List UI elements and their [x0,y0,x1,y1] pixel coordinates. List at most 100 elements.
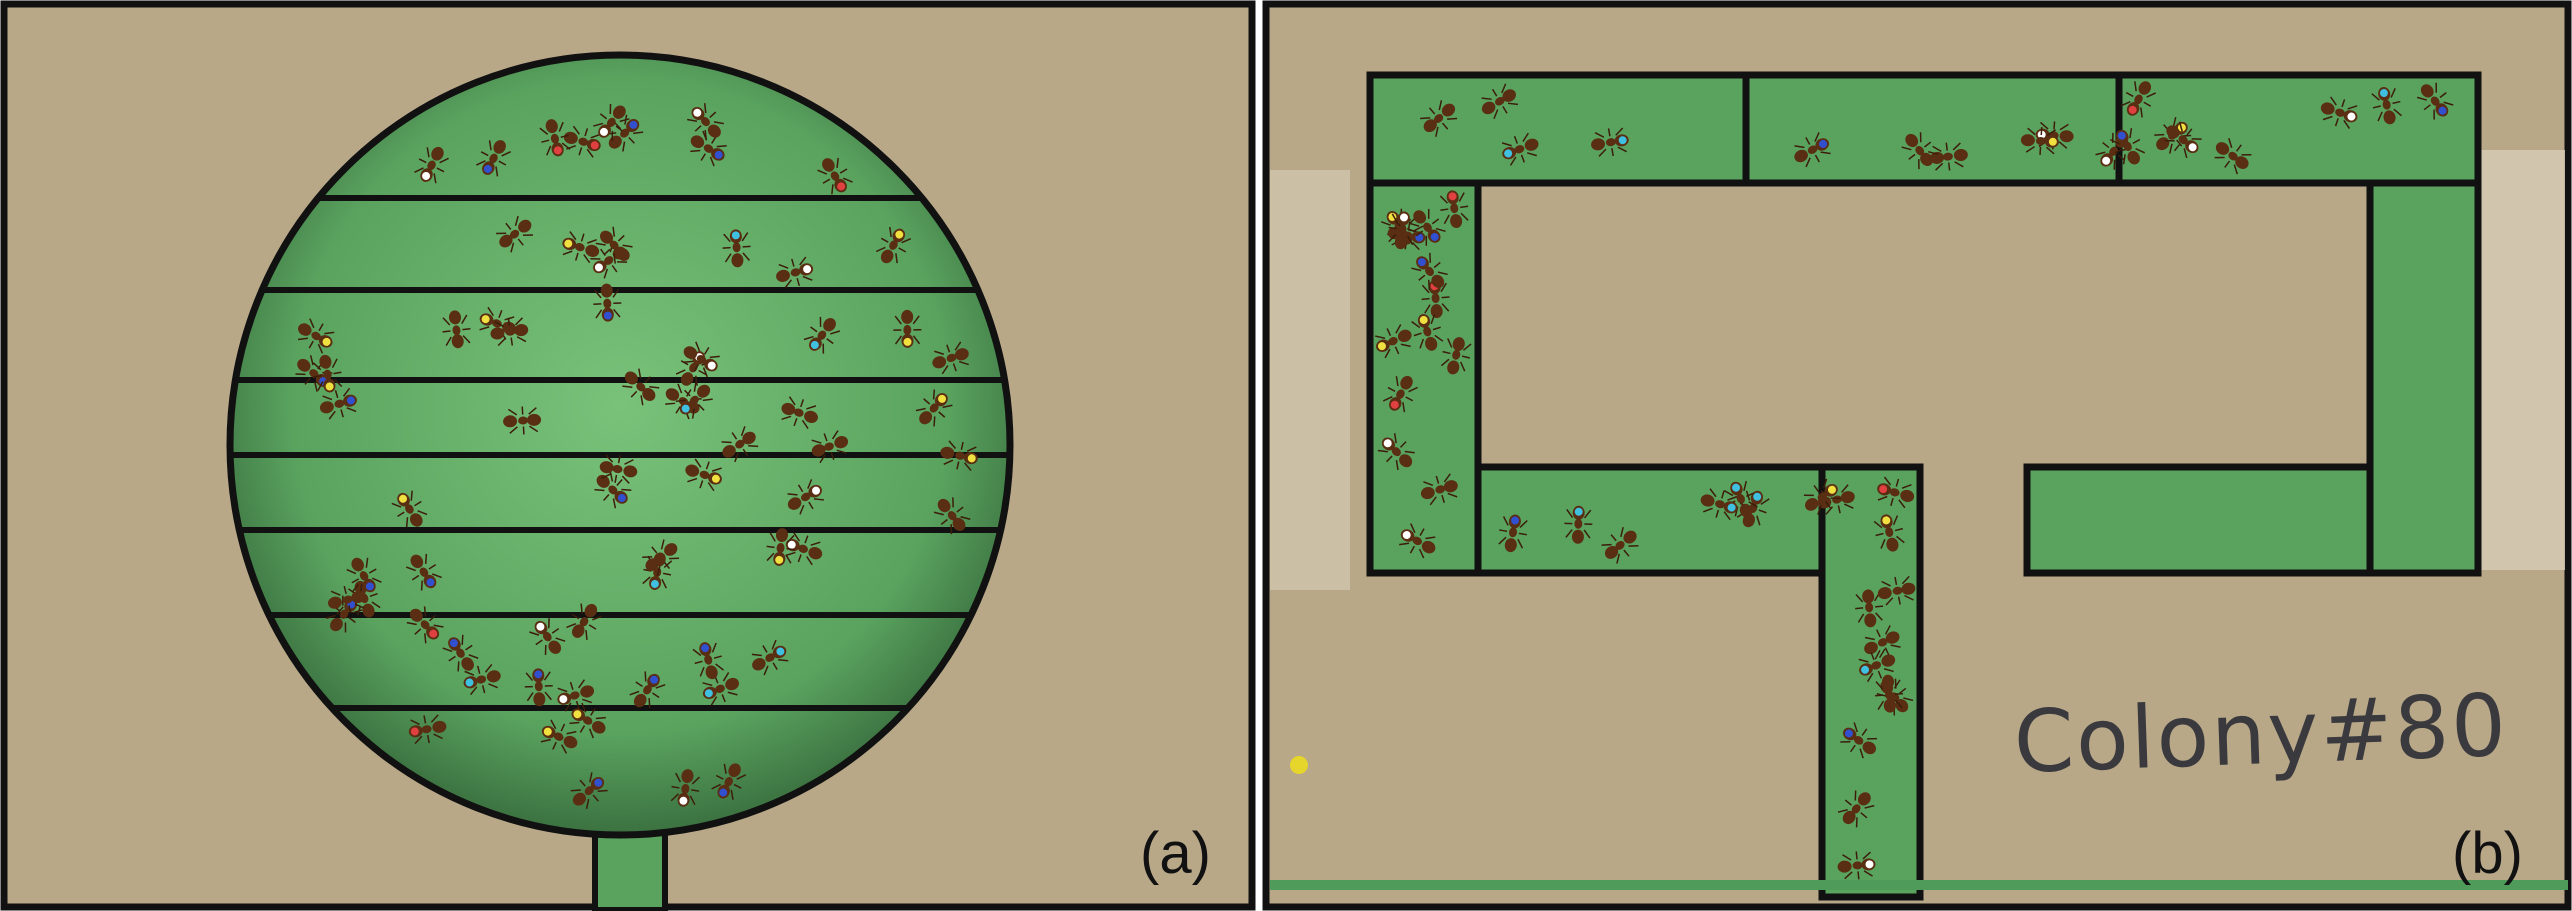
ant [1501,132,1539,166]
corridor-dividers [1742,75,2374,573]
ant [2416,82,2454,120]
ant [785,532,823,566]
ant [414,146,449,184]
ant [476,140,512,177]
ant [1930,142,1968,171]
ant [1382,375,1418,413]
ant [524,668,553,707]
ant [940,440,978,471]
ant [599,454,638,484]
ant [702,672,739,706]
ant [766,528,795,566]
ant [1877,575,1916,606]
ant [557,679,595,712]
ant [406,553,442,591]
ant [1399,523,1436,559]
ant [811,430,849,464]
ant [2214,138,2252,175]
ant [391,490,428,528]
tape-left [1270,170,1350,590]
ant [751,639,789,676]
ant [1700,488,1738,521]
ant [1409,208,1446,246]
ant [1440,337,1472,375]
ant [776,256,814,289]
ant [1864,625,1901,660]
left-corridor [1366,179,1482,577]
circular-chamber [226,51,1014,839]
ant [687,103,724,141]
ant [642,539,680,577]
ant [622,368,660,406]
ant [496,215,533,253]
panel-a-image [0,0,1256,911]
ant [463,663,501,696]
ant [566,603,602,641]
yellow-mark [1290,756,1308,774]
ant [2320,96,2358,129]
ant [685,458,722,492]
panel-label-a: (a) [1140,821,1211,886]
ant [1855,589,1884,628]
corridors [1366,71,2482,901]
ant [1601,527,1639,564]
ants-panel-a [295,103,978,810]
ant [1375,324,1412,359]
ant [781,396,818,429]
handwritten-colony-label: Colony#80 [2012,675,2510,793]
ant [408,714,447,745]
ant [593,103,630,141]
ant [629,671,666,709]
ant [1420,473,1458,506]
panel-a: (a) [0,0,1256,911]
ants-panel-b [1375,81,2454,880]
ant [2120,81,2157,118]
ant [1564,505,1593,544]
ant [817,157,853,195]
ant [692,642,724,680]
ant [1875,674,1904,713]
ant [683,341,720,378]
ant [1840,722,1878,759]
ant [1377,433,1415,471]
ant [803,316,841,354]
ant [2095,132,2132,170]
ant [1481,83,1519,120]
ant [915,389,953,427]
entrance-stem [592,827,668,911]
tape-right [2480,150,2565,570]
ant [670,769,700,807]
panel-label-b: (b) [2452,821,2523,886]
ant [1877,476,1915,509]
ant [711,763,747,800]
ant [722,229,751,268]
ant [442,310,471,349]
ant [562,231,600,264]
ant [1873,514,1905,552]
top-corridor [1366,71,2482,187]
ant [312,354,343,393]
ant [1411,314,1444,351]
ant [503,406,542,435]
ant [328,584,366,616]
ant [569,702,606,739]
bottom-green-strip [1270,880,2568,890]
ant [490,317,529,347]
ant [297,318,335,354]
ant [1420,100,1458,137]
ant [721,426,759,463]
ant [932,341,969,375]
ant [787,479,825,515]
panel-b-image [1262,0,2572,911]
ant [406,606,444,644]
panel-b: Colony#80 (b) [1262,0,2572,911]
ant [2371,87,2402,125]
ant [594,471,632,509]
ant [933,497,971,535]
ant [540,719,578,754]
ant [2109,128,2146,165]
ant [593,283,622,322]
ant [529,618,566,655]
ant [2020,126,2059,156]
ant [1794,132,1831,168]
